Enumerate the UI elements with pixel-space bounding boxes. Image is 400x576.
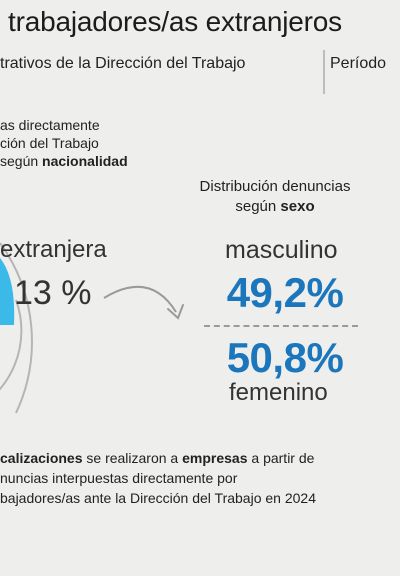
footer-line3: bajadores/as ante la Dirección del Traba… [0,490,316,506]
footer-text: calizaciones se realizaron a empresas a … [0,448,316,508]
pie-outline-bottom [0,299,23,391]
sex-caption: Distribución denuncias según sexo [180,177,370,217]
nationality-caption-prefix: según [0,153,43,169]
nationality-caption-line3: según nacionalidad [0,152,128,170]
sex-caption-bold: sexo [280,198,315,215]
pie-slice-extranjera [0,258,15,325]
sex-caption-line2: según sexo [180,197,370,217]
sex-caption-line1: Distribución denuncias [199,178,351,195]
femenino-label: femenino [229,379,328,406]
page-title: trabajadores/as extranjeros [8,6,342,37]
footer-bold1: calizaciones [0,450,83,466]
footer-end: a partir de [247,450,315,466]
masculino-percent: 49,2% [226,269,344,316]
page-subtitle: trativos de la Dirección del Trabajo [0,55,246,72]
curved-arrow-icon [103,285,177,313]
arrow-head-icon [167,304,184,320]
sex-divider [204,325,358,327]
footer-mid: se realizaron a [82,450,183,466]
period-label: Período [330,55,387,72]
footer-line2: nuncias interpuestas directamente por [0,470,238,486]
pie-outline [0,242,33,414]
header-divider [323,50,325,94]
femenino-percent: 50,8% [226,334,344,381]
extranjera-label: extranjera [0,236,107,263]
nationality-caption-line1: as directamente [0,117,100,133]
nationality-caption-bold: nacionalidad [42,153,128,169]
masculino-label: masculino [225,236,338,264]
footer-bold2: empresas [182,450,248,466]
footer-line1: calizaciones se realizaron a empresas a … [0,448,316,468]
extranjera-percent: 13 % [14,274,92,312]
nationality-caption: as directamente ción del Trabajo según n… [0,116,128,170]
nationality-caption-line2: ción del Trabajo [0,135,99,151]
sex-caption-prefix: según [235,198,281,215]
